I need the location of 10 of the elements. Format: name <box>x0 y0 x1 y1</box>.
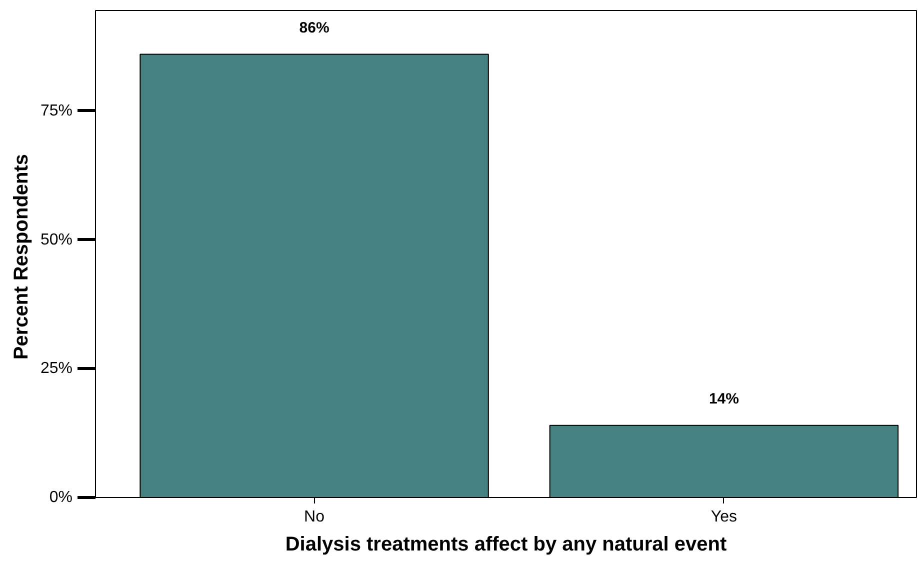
data-label: 14% <box>708 390 739 408</box>
x-axis-title: Dialysis treatments affect by any natural event <box>285 534 727 556</box>
y-tick-label: 0% <box>49 489 72 506</box>
y-tick-label: 50% <box>40 231 73 248</box>
data-label: 86% <box>299 19 330 36</box>
x-tick-label: No <box>304 508 325 526</box>
y-tick-label: 75% <box>40 102 73 120</box>
x-tick-label: Yes <box>710 508 738 526</box>
y-axis-title: Percent Respondents <box>10 154 32 360</box>
y-tick-label: 25% <box>40 360 73 378</box>
